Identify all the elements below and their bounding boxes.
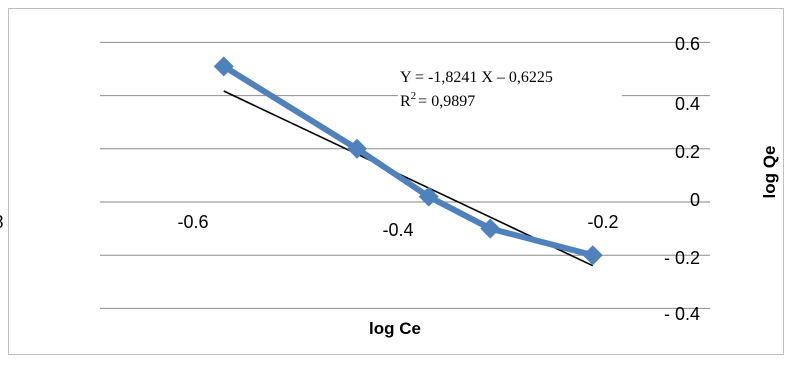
tick-labels: -0.8 -0.6 -0.4 -0.2 0.6 0.4 0.2 0 - 0.2 - 0.4	[0, 34, 700, 324]
x-tick-label: -0.2	[587, 212, 618, 232]
equation-box	[398, 60, 622, 116]
data-point	[418, 186, 439, 207]
x-tick-label: -0.6	[177, 212, 208, 232]
r-squared-label: R2 = 0,9897	[400, 90, 475, 110]
x-tick-label: -0.8	[0, 212, 4, 232]
data-point	[213, 56, 234, 77]
trendline-equation: Y = -1,8241 X – 0,6225	[400, 69, 553, 86]
y-tick-label: 0.4	[675, 94, 700, 114]
y-tick-label: 0.6	[675, 34, 700, 54]
series-group	[213, 56, 603, 266]
y-axis-title: log Qe	[760, 146, 779, 199]
y-tick-label: 0.2	[675, 142, 700, 162]
x-axis-title: log Ce	[369, 319, 421, 338]
data-point	[582, 245, 603, 266]
r-squared-r: R	[400, 93, 411, 110]
chart-frame	[8, 8, 784, 355]
data-point	[480, 218, 501, 239]
y-tick-label: - 0.4	[664, 304, 700, 324]
y-tick-label: 0	[690, 190, 700, 210]
r-squared-value: = 0,9897	[418, 93, 475, 110]
data-point	[347, 138, 367, 159]
r-squared-superscript: 2	[411, 90, 417, 102]
x-tick-label: -0.4	[382, 220, 413, 240]
y-tick-label: - 0.2	[664, 248, 700, 268]
